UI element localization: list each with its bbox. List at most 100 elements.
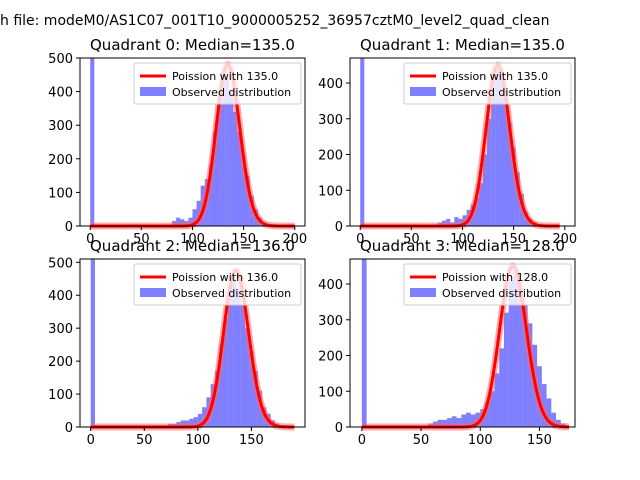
legend: Poission with 128.0 Observed distribution [403,263,572,306]
y-tick-label: 200 [318,149,343,164]
histogram-bar [232,275,237,427]
y-tick-label: 400 [318,278,343,293]
histogram-bar [237,131,242,226]
y-tick-label: 400 [48,289,73,304]
quadrant-3-plot: 0 50 100 150 0 100 200 300 400 Quadrant 3: Median… [318,237,576,448]
x-tick-label: 50 [403,232,420,247]
histogram-bar [236,288,241,427]
axes-title: Quadrant 1: Median=135.0 [360,36,565,54]
y-tick-label: 400 [318,77,343,92]
histogram-bar [454,217,459,226]
histogram-bar [503,90,508,226]
x-tick-label: 50 [133,232,150,247]
y-tick-label: 0 [335,220,343,235]
legend-label-observed: Observed distribution [442,86,561,99]
histogram-bar [489,391,495,427]
legend-bar-swatch [410,288,436,297]
legend-label-observed: Observed distribution [172,86,291,99]
legend: Poission with 135.0 Observed distribution [403,62,572,105]
histogram-bar [482,154,488,226]
x-tick-label: 200 [282,232,307,247]
x-tick-label: 50 [413,433,430,448]
histogram-bar [503,312,509,427]
histogram-bar [478,183,483,226]
x-tick-label: 100 [185,433,210,448]
legend-label-poisson: Poission with 135.0 [172,70,278,83]
histogram-bar [229,91,234,226]
histogram-bars [90,259,284,427]
histogram-bar [360,58,365,226]
histogram-bar [511,147,516,226]
legend-label-poisson: Poission with 136.0 [172,271,278,284]
histogram-bar [225,78,230,226]
legend-bar-swatch [140,288,166,297]
y-tick-label: 0 [335,421,343,436]
histogram-bar [437,419,443,427]
histogram-bar [212,131,218,226]
legend-box [403,62,572,105]
x-tick-label: 200 [552,232,577,247]
histogram-bar [494,373,500,427]
histogram-bar [189,418,194,427]
histogram-bar [546,398,552,427]
histogram-bar [491,79,496,226]
y-tick-label: 400 [48,86,73,101]
y-tick-label: 100 [318,184,343,199]
histogram-bar [442,419,448,427]
histogram-bar [219,344,224,427]
histogram-bar [456,418,462,427]
histogram-bar [361,259,367,427]
legend-label-poisson: Poission with 135.0 [442,70,548,83]
histogram-bar [223,318,228,427]
x-tick-label: 0 [356,232,364,247]
histogram-bar [513,273,519,427]
histogram-bar [208,165,213,226]
legend-bar-swatch [410,87,436,96]
y-tick-label: 200 [48,153,73,168]
legend-box [133,62,302,105]
y-tick-label: 100 [48,186,73,201]
histogram-bar [522,305,528,427]
axes-frame [79,258,306,428]
quadrant-2-plot: 0 50 100 150 0 100 200 300 400 500 Quadrant 2: Med… [48,237,306,448]
y-tick-label: 200 [318,350,343,365]
histogram-bar [253,371,258,427]
axes-frame [349,258,576,428]
histogram-bar [215,371,220,427]
histogram-bar [217,105,222,226]
x-tick-label: 150 [527,433,552,448]
x-tick-label: 50 [136,433,153,448]
histogram-bar [451,416,457,427]
x-tick-label: 100 [180,232,205,247]
y-tick-label: 500 [48,52,73,67]
histogram-bar [192,209,197,226]
histogram-bar [518,287,523,427]
histogram-bar [90,58,95,226]
legend-label-observed: Observed distribution [442,287,561,300]
histogram-bar [499,348,504,427]
legend-label-poisson: Poission with 128.0 [442,271,548,284]
x-tick-label: 150 [231,232,256,247]
histogram-bar [466,412,471,427]
legend-bar-swatch [140,87,166,96]
histogram-bar [221,71,226,226]
quadrant-0-plot: 0 50 100 150 200 0 100 200 300 400 500 Quadrant 0: … [48,36,307,247]
y-tick-label: 100 [318,385,343,400]
histogram-bar [233,111,238,226]
y-tick-label: 300 [48,322,73,337]
histogram-bar [507,122,512,226]
histogram-bar [485,401,490,427]
histogram-bar [90,259,95,427]
y-tick-label: 300 [318,113,343,128]
histogram-bar [241,155,246,226]
y-tick-label: 200 [48,355,73,370]
histogram-bar [470,414,476,427]
y-tick-label: 500 [48,256,73,271]
histogram-bar [447,418,452,427]
figure-suptitle: h file: modeM0/AS1C07_001T10_9000005252_… [0,13,550,29]
quadrant-1-plot: 0 50 100 150 200 0 100 200 300 400 Quadrant 1: Med… [318,36,577,247]
histogram-bar [551,412,557,427]
legend: Poission with 136.0 Observed distribution [133,263,302,306]
histogram-bar [197,413,203,427]
legend: Poission with 135.0 Observed distribution [133,62,302,105]
